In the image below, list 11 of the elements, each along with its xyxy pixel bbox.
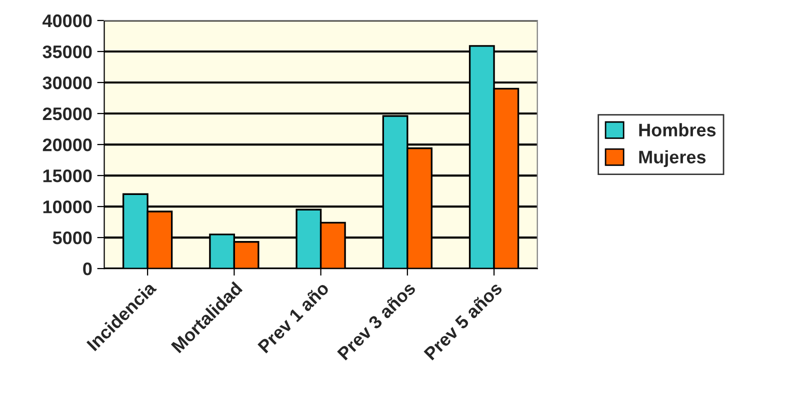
y-tick-label: 15000 bbox=[43, 169, 92, 182]
y-tick-label: 40000 bbox=[42, 14, 92, 28]
y-tick-label: 20000 bbox=[42, 138, 92, 152]
y-tick-label: 25000 bbox=[42, 107, 92, 120]
legend-label: Mujeres bbox=[639, 150, 706, 168]
y-tick-label: 30000 bbox=[42, 76, 92, 90]
y-tick-label: 0 bbox=[83, 262, 92, 276]
y-tick-label: 5000 bbox=[52, 231, 92, 244]
legend-label: Hombres bbox=[639, 123, 716, 136]
y-tick-label: 35000 bbox=[42, 45, 92, 58]
y-tick-label: 10000 bbox=[43, 200, 92, 214]
